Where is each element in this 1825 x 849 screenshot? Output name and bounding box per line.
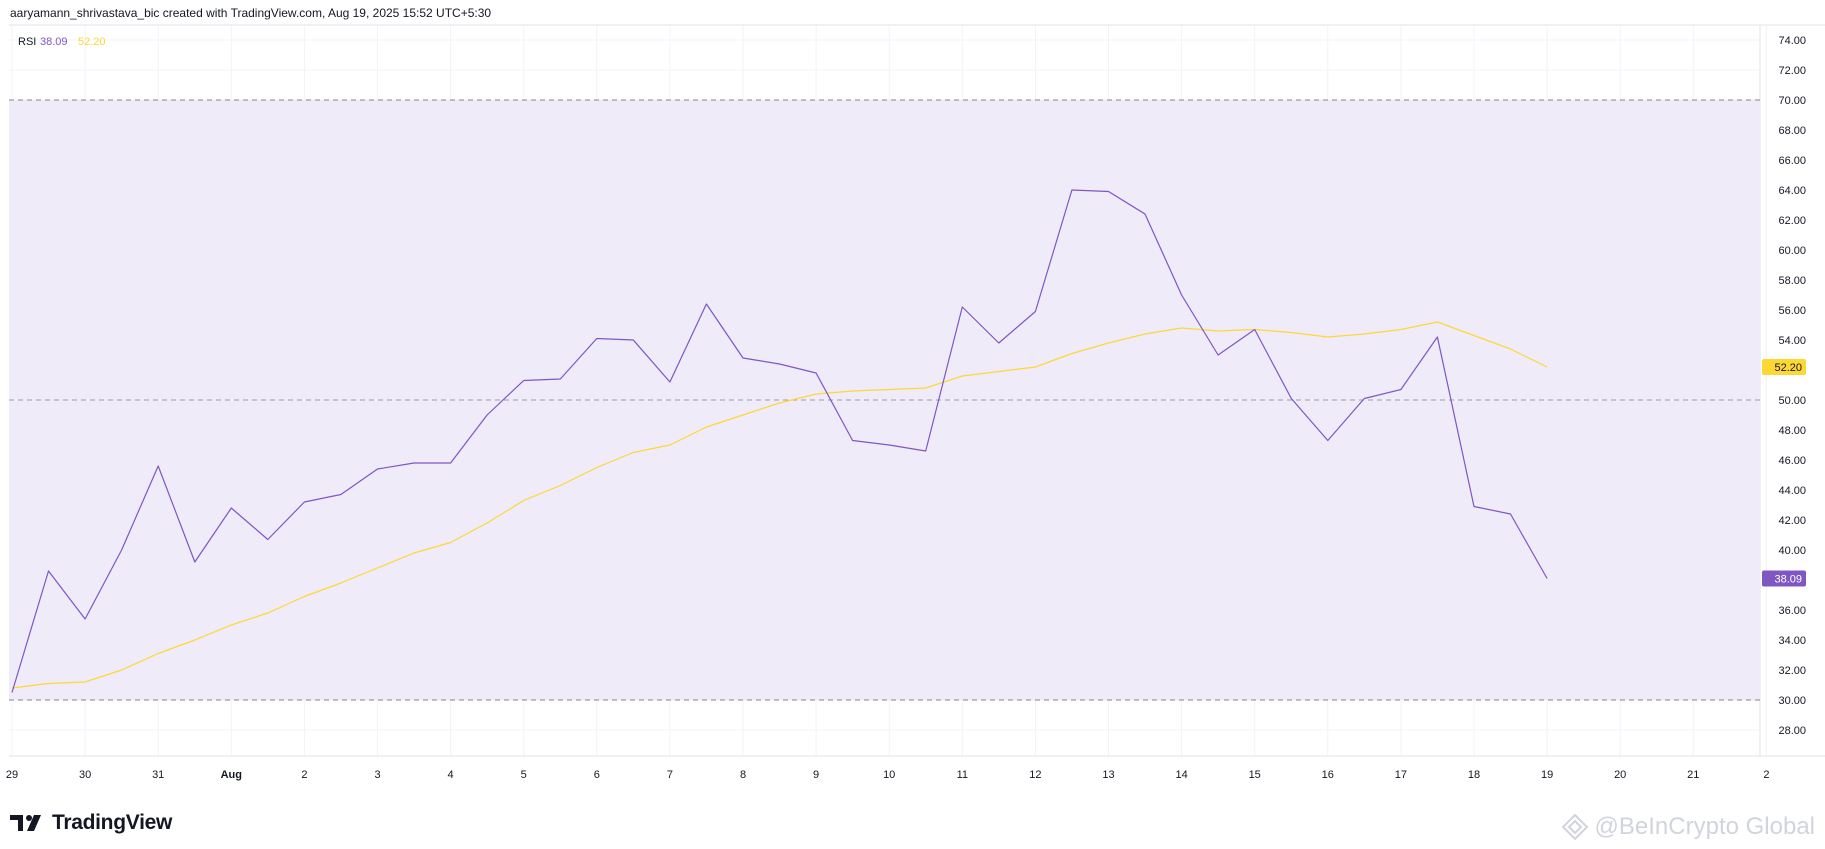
time-axis: 29 30 31 Aug 2 3 4 5 6 7 8 9 10 11 12 13 14 15 16 17 18 19 20 2…	[6, 769, 1770, 781]
rsi-last-value-badge	[1762, 570, 1806, 587]
y-tick-label: 60.00	[1778, 245, 1806, 257]
tradingview-logo-text: TradingView	[52, 811, 173, 834]
y-tick-label: 32.00	[1778, 665, 1806, 677]
legend-indicator-name: RSI	[18, 36, 36, 48]
rsi-line[interactable]	[11, 189, 1548, 693]
x-tick-label: 8	[740, 769, 746, 781]
x-tick-label: 12	[1029, 769, 1041, 781]
x-tick-label: 18	[1468, 769, 1480, 781]
x-tick-label: 19	[1541, 769, 1553, 781]
x-tick-label: 14	[1175, 769, 1187, 781]
x-tick-label: 2	[301, 769, 307, 781]
y-tick-label: 36.00	[1778, 605, 1806, 617]
x-tick-label: 31	[152, 769, 164, 781]
x-tick-label: 16	[1322, 769, 1334, 781]
y-tick-label: 58.00	[1778, 275, 1806, 287]
y-tick-label: 72.00	[1778, 65, 1806, 77]
chart-header: aaryamann_shrivastava_bic created with T…	[10, 6, 492, 20]
x-tick-label: 10	[883, 769, 895, 781]
legend-ma-value: 52.20	[78, 36, 106, 48]
watermark-text: @BeInCrypto Global	[1594, 813, 1815, 840]
band-lines	[9, 99, 1760, 701]
x-tick-label: 2	[1763, 769, 1769, 781]
series-lines	[11, 189, 1548, 693]
x-tick-label: 17	[1395, 769, 1407, 781]
y-tick-label: 56.00	[1778, 305, 1806, 317]
y-tick-label: 54.00	[1778, 335, 1806, 347]
y-tick-label: 68.00	[1778, 125, 1806, 137]
y-tick-label: 34.00	[1778, 635, 1806, 647]
y-tick-label: 74.00	[1778, 35, 1806, 47]
y-tick-label: 40.00	[1778, 545, 1806, 557]
legend-rsi-value: 38.09	[40, 36, 68, 48]
price-axis: 28.0030.0032.0034.0036.0038.0040.0042.00…	[1762, 35, 1806, 737]
y-tick-label: 30.00	[1778, 695, 1806, 707]
x-tick-label: 7	[667, 769, 673, 781]
y-tick-label: 62.00	[1778, 215, 1806, 227]
y-tick-label: 46.00	[1778, 455, 1806, 467]
y-tick-label: 44.00	[1778, 485, 1806, 497]
beincrypto-watermark: @BeInCrypto Global	[1561, 813, 1815, 841]
y-tick-label: 28.00	[1778, 725, 1806, 737]
x-tick-label: 3	[374, 769, 380, 781]
tradingview-logo-icon	[10, 815, 41, 831]
x-tick-label: 21	[1687, 769, 1699, 781]
y-tick-label: 50.00	[1778, 395, 1806, 407]
x-tick-label: Aug	[221, 769, 242, 781]
x-tick-label: 4	[448, 769, 454, 781]
rsi-ma-line[interactable]	[11, 321, 1548, 689]
rsi-last-value-label: 38.09	[1774, 574, 1802, 586]
x-tick-label: 15	[1249, 769, 1261, 781]
chart-legend: RSI 38.09 52.20	[18, 36, 106, 48]
ma-last-value-badge	[1762, 359, 1806, 375]
y-tick-label: 70.00	[1778, 95, 1806, 107]
tradingview-logo[interactable]: TradingView	[10, 811, 172, 835]
y-tick-label: 48.00	[1778, 425, 1806, 437]
x-tick-label: 20	[1614, 769, 1626, 781]
x-tick-label: 29	[6, 769, 18, 781]
x-tick-label: 6	[594, 769, 600, 781]
x-tick-label: 9	[813, 769, 819, 781]
x-tick-label: 13	[1102, 769, 1114, 781]
x-tick-label: 11	[957, 769, 968, 781]
y-tick-label: 42.00	[1778, 515, 1806, 527]
ma-last-value-label: 52.20	[1774, 362, 1802, 374]
beincrypto-logo-icon	[1561, 813, 1588, 841]
y-tick-label: 66.00	[1778, 155, 1806, 167]
y-tick-label: 64.00	[1778, 185, 1806, 197]
x-tick-label: 30	[79, 769, 91, 781]
x-tick-label: 5	[521, 769, 527, 781]
